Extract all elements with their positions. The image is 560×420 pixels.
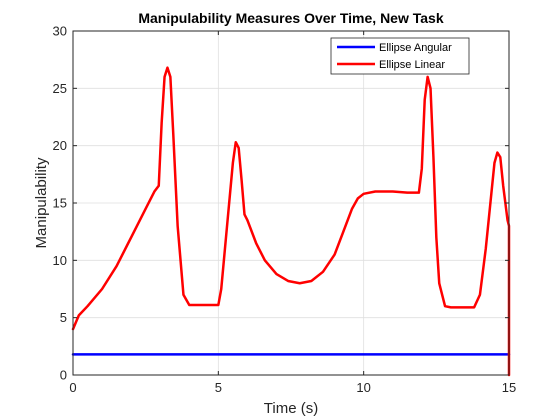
x-tick-label: 15 bbox=[502, 380, 516, 395]
series-layer bbox=[71, 66, 511, 377]
tick-label-layer: 0 5 10 15 0 5 10 15 20 25 30 bbox=[53, 24, 517, 396]
x-tick-label: 0 bbox=[69, 380, 76, 395]
y-tick-label: 15 bbox=[53, 196, 67, 211]
y-tick-label: 25 bbox=[53, 81, 67, 96]
x-axis-label: Time (s) bbox=[264, 400, 318, 417]
legend-label-ellipse-angular: Ellipse Angular bbox=[379, 42, 452, 54]
legend: Ellipse Angular Ellipse Linear bbox=[330, 37, 470, 75]
y-tick-label: 0 bbox=[60, 368, 67, 383]
tick-layer bbox=[72, 30, 510, 376]
legend-label-ellipse-linear: Ellipse Linear bbox=[379, 59, 445, 71]
legend-box bbox=[330, 37, 470, 75]
x-tick-label: 5 bbox=[215, 380, 222, 395]
y-tick-label: 10 bbox=[53, 253, 67, 268]
y-tick-label: 20 bbox=[53, 138, 67, 153]
y-axis-label: Manipulability bbox=[33, 157, 50, 248]
y-tick-label: 30 bbox=[53, 24, 67, 39]
y-tick-label: 5 bbox=[60, 310, 67, 325]
series-line-ellipse-linear bbox=[71, 66, 511, 377]
x-tick-label: 10 bbox=[356, 380, 370, 395]
chart-title: Manipulability Measures Over Time, New T… bbox=[138, 10, 443, 26]
